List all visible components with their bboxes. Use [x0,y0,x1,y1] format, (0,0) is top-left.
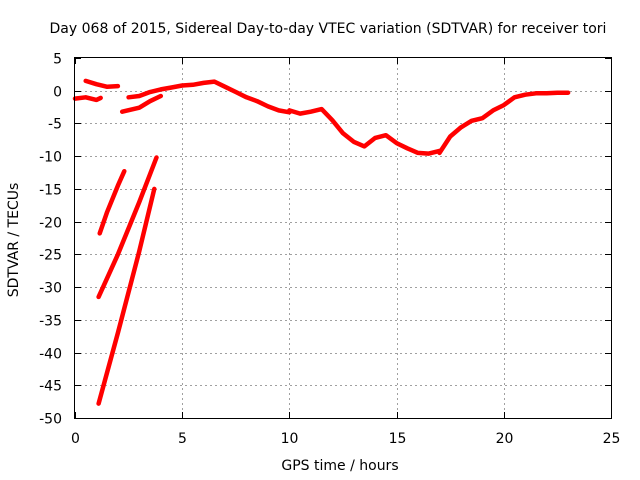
grid-layer [75,58,611,418]
y-tick-label: -20 [39,216,62,232]
series-layer [72,78,571,406]
y-tick-label: -30 [39,281,62,297]
series-trace-5 [287,106,442,156]
y-tick-label: 0 [53,85,62,101]
x-tick-label: 25 [603,431,621,447]
series-trace-1 [72,95,103,103]
y-tick-label: -25 [39,248,62,264]
x-axis-label: GPS time / hours [281,458,398,474]
series-trace-8 [96,155,159,300]
x-tick-label: 0 [71,431,80,447]
y-tick-label: -35 [39,314,62,330]
x-tick-label: 20 [496,431,514,447]
y-tick-label: 5 [53,52,62,68]
series-trace-9 [96,186,157,406]
y-tick-label: -10 [39,150,62,166]
series-trace-6 [437,90,571,156]
plot-frame [74,57,612,419]
y-axis-label: SDTVAR / TECUs [6,183,22,298]
y-tick-label: -50 [39,412,62,428]
tick-layer: 0 5 10 15 20 25 5 0 -5 -10 -15 -20 -25 -30 -35 -40 -45 -5… [39,52,620,448]
chart-title: Day 068 of 2015, Sidereal Day-to-day VTE… [50,21,607,37]
x-tick-label: 10 [281,431,299,447]
x-tick-label: 5 [178,431,187,447]
series-trace-2 [83,78,121,90]
x-tick-label: 15 [389,431,407,447]
y-tick-label: -5 [48,117,62,133]
y-tick-label: -45 [39,379,62,395]
series-trace-3 [119,93,164,114]
y-tick-label: -15 [39,183,62,199]
series-trace-4 [126,79,292,115]
y-tick-label: -40 [39,347,62,363]
series-trace-7 [97,168,127,236]
